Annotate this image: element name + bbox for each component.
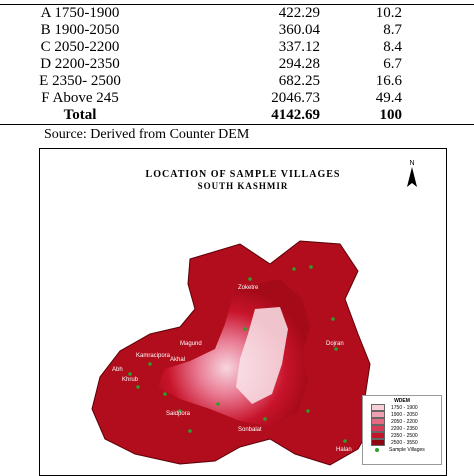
- percent-cell: 10.2: [375, 5, 402, 21]
- village-label: Zoketre: [238, 285, 259, 291]
- legend-entry: Sample Villages: [363, 446, 441, 453]
- village-label: Kamracipora: [136, 353, 171, 359]
- area-cell: 360.04: [278, 22, 320, 38]
- village-point: [128, 372, 132, 376]
- zone-cell: A 1750-1900: [40, 5, 120, 21]
- village-point: [148, 362, 152, 366]
- map-drawing: N Zoketre Kamracipora Abh Khrub Magund A…: [91, 160, 417, 466]
- total-label: Total: [0, 107, 160, 125]
- zone-cell: E 2350- 2500: [39, 73, 121, 89]
- total-area: 4142.69: [160, 107, 358, 125]
- area-cell: 294.28: [278, 56, 320, 72]
- map-subtitle: SOUTH KASHMIR: [197, 181, 289, 191]
- village-points: [128, 265, 347, 443]
- legend-entry: 1750 - 1900: [363, 404, 441, 411]
- village-label: Khrub: [122, 377, 139, 383]
- zone-cell: F Above 245: [41, 90, 119, 106]
- legend-entry: 1900 - 2050: [363, 411, 441, 418]
- village-label: Sonbalat: [238, 427, 262, 433]
- village-dot-icon: [375, 447, 379, 452]
- total-row: Total 4142.69 100: [0, 107, 474, 125]
- legend-swatch: [371, 418, 385, 425]
- legend-swatch: [371, 439, 385, 446]
- legend-label: Sample Villages: [389, 446, 425, 453]
- table-row: D 2200-2350 294.28 6.7: [0, 56, 474, 73]
- legend-label: 2350 - 2500: [391, 432, 418, 439]
- village-label: Akhal: [170, 357, 185, 363]
- area-cell: 2046.73: [271, 90, 320, 106]
- legend-entry: 2350 - 2500: [363, 432, 441, 439]
- legend-swatch: [371, 404, 385, 411]
- valley-core: [236, 307, 288, 404]
- area-cell: 337.12: [278, 39, 320, 55]
- legend-label: 2500 - 3550: [391, 439, 418, 446]
- legend-swatch: [371, 425, 385, 432]
- elevation-table: A 1750-1900 422.29 10.2 B 1900-2050 360.…: [0, 0, 474, 125]
- map-title: LOCATION OF SAMPLE VILLAGES: [145, 169, 341, 180]
- village-point: [306, 409, 310, 413]
- table-row: F Above 245 2046.73 49.4: [0, 90, 474, 107]
- village-point: [309, 265, 313, 269]
- village-point: [163, 392, 167, 396]
- village-point: [334, 347, 338, 351]
- percent-cell: 16.6: [375, 73, 402, 89]
- legend-label: 2050 - 2200: [391, 418, 418, 425]
- table-row: B 1900-2050 360.04 8.7: [0, 22, 474, 39]
- village-point: [292, 267, 296, 271]
- legend-label: 2200 - 2350: [391, 425, 418, 432]
- source-note: Source: Derived from Counter DEM: [44, 127, 250, 142]
- village-point: [216, 402, 220, 406]
- zone-cell: C 2050-2200: [40, 39, 120, 55]
- legend-entry: 2050 - 2200: [363, 418, 441, 425]
- village-label: Abh: [112, 367, 123, 373]
- table-row: E 2350- 2500 682.25 16.6: [0, 73, 474, 90]
- village-point: [178, 409, 182, 413]
- village-point: [331, 317, 335, 321]
- map-legend: WDEM 1750 - 1900 1900 - 2050 2050 - 2200…: [362, 395, 442, 465]
- village-label: Dojran: [326, 341, 344, 347]
- area-cell: 682.25: [278, 73, 320, 89]
- percent-cell: 8.7: [383, 22, 402, 38]
- legend-swatch: [371, 411, 385, 418]
- zone-cell: D 2200-2350: [40, 56, 120, 72]
- village-point: [243, 327, 247, 331]
- percent-cell: 49.4: [375, 90, 402, 106]
- village-label: Halan: [336, 447, 352, 453]
- village-point: [343, 439, 347, 443]
- table-row: A 1750-1900 422.29 10.2: [0, 5, 474, 23]
- total-percent: 100: [358, 107, 474, 125]
- table-row: C 2050-2200 337.12 8.4: [0, 39, 474, 56]
- village-point: [248, 277, 252, 281]
- legend-label: 1750 - 1900: [391, 404, 418, 411]
- legend-label: 1900 - 2050: [391, 411, 418, 418]
- village-point: [188, 429, 192, 433]
- legend-entry: 2200 - 2350: [363, 425, 441, 432]
- village-label: Magund: [180, 341, 202, 347]
- legend-title: WDEM: [394, 398, 410, 404]
- percent-cell: 8.4: [383, 39, 402, 55]
- legend-entry: 2500 - 3550: [363, 439, 441, 446]
- svg-text:N: N: [409, 160, 414, 167]
- percent-cell: 6.7: [383, 56, 402, 72]
- village-point: [136, 385, 140, 389]
- north-arrow-icon: N: [407, 160, 417, 187]
- village-label: Saidpora: [166, 411, 191, 417]
- legend-swatch: [371, 432, 385, 439]
- village-point: [263, 417, 267, 421]
- zone-cell: B 1900-2050: [40, 22, 120, 38]
- area-cell: 422.29: [278, 5, 320, 21]
- map-figure: N Zoketre Kamracipora Abh Khrub Magund A…: [39, 148, 447, 476]
